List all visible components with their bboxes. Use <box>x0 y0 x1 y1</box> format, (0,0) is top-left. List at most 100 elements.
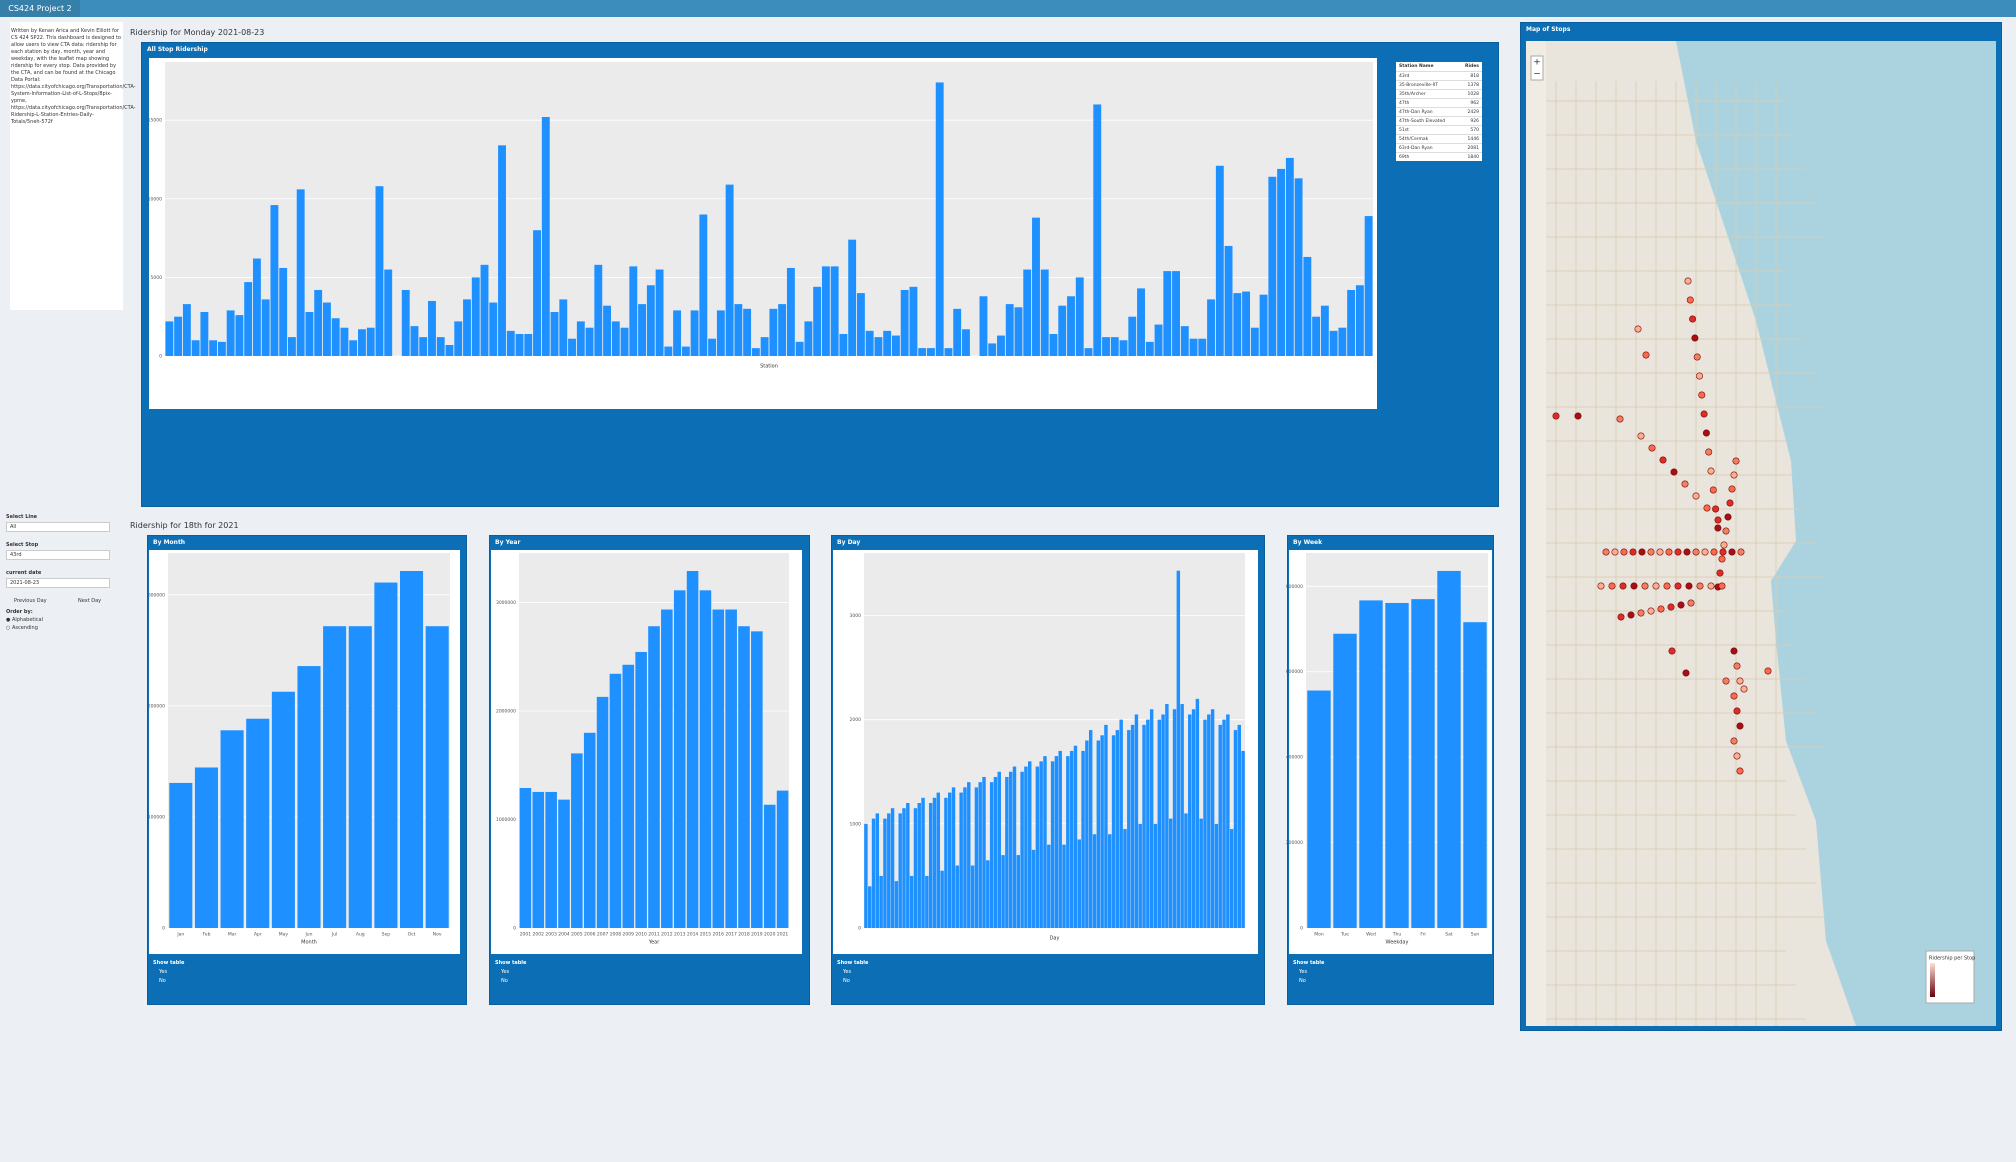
stop-marker <box>1602 548 1610 556</box>
box-title: By Week <box>1293 539 1323 546</box>
data-table: Station Name Rides 43rd 818 35-Bronzeville-I… <box>1396 62 1482 161</box>
stop-marker <box>1733 752 1741 760</box>
table-row: 51st 570 <box>1396 125 1482 134</box>
select-stop[interactable]: 43rd <box>6 550 110 560</box>
next-day-button[interactable]: Next Day <box>78 598 102 604</box>
table-cell: 1446 <box>1467 137 1479 142</box>
order-label: Order by: <box>6 609 33 615</box>
stop-marker <box>1674 548 1682 556</box>
stop-marker <box>1764 667 1772 675</box>
table-cell: 47th <box>1399 101 1410 106</box>
box-title: By Month <box>153 539 186 546</box>
previous-day-button[interactable]: Previous Day <box>14 598 47 604</box>
stop-marker <box>1696 582 1704 590</box>
stop-marker <box>1701 548 1709 556</box>
chart-box: All Stop Ridership <box>141 42 1499 507</box>
select-stop-label: Select Stop <box>6 542 39 548</box>
stop-marker <box>1726 499 1734 507</box>
select-line[interactable]: All <box>6 522 110 532</box>
box-title: By Day <box>837 539 861 546</box>
stop-marker <box>1648 444 1656 452</box>
map[interactable]: + − Ridership per Stop <box>1526 41 1996 1026</box>
box-title: By Year <box>495 539 521 546</box>
stop-marker <box>1730 692 1738 700</box>
stop-marker <box>1736 767 1744 775</box>
stop-marker <box>1665 548 1673 556</box>
table-cell: 47th-South Elevated <box>1399 119 1446 124</box>
stop-marker <box>1710 548 1718 556</box>
radio-yes[interactable]: Yes <box>1299 969 1308 975</box>
stop-marker <box>1684 277 1692 285</box>
stop-marker <box>1630 582 1638 590</box>
stop-marker <box>1683 548 1691 556</box>
stop-marker <box>1698 391 1706 399</box>
show-table-label: Show table <box>1293 960 1325 966</box>
about-text: Written by Kenan Arica and Kevin Elliott… <box>10 22 135 310</box>
show-table-label: Show table <box>837 960 869 966</box>
stop-marker <box>1693 353 1701 361</box>
table-row: 35th/Archer 1028 <box>1396 89 1482 98</box>
radio-no[interactable]: No <box>1299 978 1306 984</box>
date-input[interactable]: 2021-08-23 <box>6 578 110 588</box>
radio-yes[interactable]: Yes <box>501 969 510 975</box>
table-row: 35-Bronzeville-IIT 1378 <box>1396 80 1482 89</box>
stop-marker <box>1692 492 1700 500</box>
stop-marker <box>1730 647 1738 655</box>
table-row: 69th 1840 <box>1396 152 1482 161</box>
zoom-control[interactable] <box>1530 55 1544 81</box>
stop-marker <box>1656 548 1664 556</box>
stop-marker <box>1681 480 1689 488</box>
stop-markers <box>1552 277 1772 775</box>
table-row: 47th-South Elevated 926 <box>1396 116 1482 125</box>
stop-marker <box>1685 582 1693 590</box>
stop-marker <box>1732 457 1740 465</box>
table-cell: 2081 <box>1467 146 1479 151</box>
app-tab[interactable]: CS424 Project 2 <box>0 0 80 17</box>
table-cell: 818 <box>1470 74 1479 79</box>
table-row: 43rd 818 <box>1396 71 1482 80</box>
table-row: 54th/Cermak 1446 <box>1396 134 1482 143</box>
stop-marker <box>1634 325 1642 333</box>
order-option[interactable]: ○ Ascending <box>6 625 38 631</box>
radio-no[interactable]: No <box>159 978 166 984</box>
box-title: All Stop Ridership <box>147 46 208 53</box>
table-cell: 54th/Cermak <box>1399 137 1429 142</box>
column-header: Rides <box>1465 64 1479 69</box>
stop-marker <box>1659 456 1667 464</box>
radio-no[interactable]: No <box>501 978 508 984</box>
stop-marker <box>1616 415 1624 423</box>
stop-marker <box>1700 410 1708 418</box>
radio-yes[interactable]: Yes <box>843 969 852 975</box>
stop-marker <box>1724 513 1732 521</box>
stop-marker <box>1597 582 1605 590</box>
stop-marker <box>1718 582 1726 590</box>
column-header: Station Name <box>1399 64 1434 69</box>
table-cell: 47th-Dan Ryan <box>1399 110 1433 115</box>
table-cell: 1378 <box>1467 83 1479 88</box>
table-header: Station Name Rides <box>1396 62 1482 71</box>
zoom-in[interactable]: + <box>1533 58 1541 68</box>
stop-marker <box>1674 582 1682 590</box>
stop-marker <box>1637 609 1645 617</box>
chart-box: By Week <box>1287 535 1494 1005</box>
order-option[interactable]: ● Alphabetical <box>6 617 43 623</box>
stop-marker <box>1722 527 1730 535</box>
chart-box: By Day <box>831 535 1265 1005</box>
zoom-out[interactable]: − <box>1533 70 1541 80</box>
stop-marker <box>1638 548 1646 556</box>
chart-box: By Year <box>489 535 810 1005</box>
table-row: 63rd-Dan Ryan 2081 <box>1396 143 1482 152</box>
map-land <box>1526 41 1546 1026</box>
radio-yes[interactable]: Yes <box>159 969 168 975</box>
table-cell: 1840 <box>1467 155 1479 160</box>
stop-marker <box>1714 524 1722 532</box>
stop-marker <box>1682 669 1690 677</box>
map-box: Map of Stops + − Ridership per Stop <box>1520 22 2002 1031</box>
radio-no[interactable]: No <box>843 978 850 984</box>
stop-marker <box>1687 599 1695 607</box>
legend-title: Ridership per Stop <box>1929 956 1975 962</box>
stop-marker <box>1627 611 1635 619</box>
chart-box: By Month <box>147 535 467 1005</box>
stop-marker <box>1733 707 1741 715</box>
stop-marker <box>1663 582 1671 590</box>
